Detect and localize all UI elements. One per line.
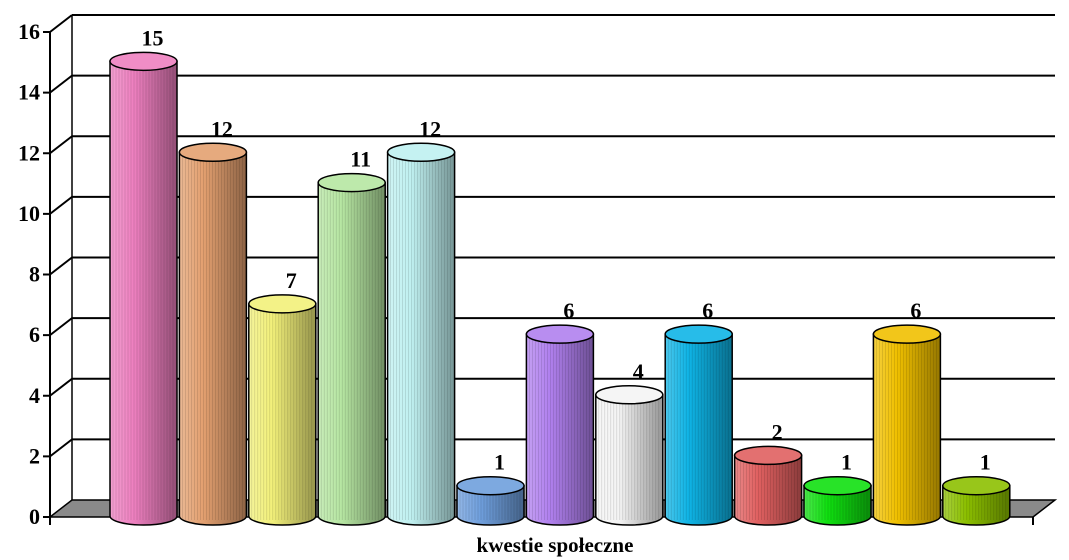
bar <box>872 324 942 526</box>
bar-cap <box>525 324 595 344</box>
bar-texture <box>667 336 729 520</box>
bar-body <box>109 60 178 526</box>
y-tick-labels: 0 2 4 6 8 10 12 14 16 <box>18 19 40 529</box>
gridline-side <box>49 74 73 94</box>
bar <box>317 172 386 526</box>
data-label: 12 <box>419 116 441 141</box>
data-label: 6 <box>910 298 921 323</box>
data-label: 12 <box>211 116 233 141</box>
bar <box>664 324 733 526</box>
bar-body <box>248 303 317 526</box>
bar <box>109 51 178 526</box>
bars <box>109 51 1011 526</box>
gridline-side <box>49 256 73 276</box>
bar-cap <box>109 51 178 72</box>
bar-texture <box>876 336 937 520</box>
bar-texture <box>737 457 798 520</box>
bar-cap <box>178 142 248 162</box>
data-label: 2 <box>772 419 783 444</box>
y-tick-label: 6 <box>29 322 40 347</box>
bar <box>942 475 1011 526</box>
bar-body <box>525 333 595 526</box>
data-label: 4 <box>633 359 644 384</box>
y-tick-label: 0 <box>29 504 40 529</box>
bar-body <box>664 333 733 526</box>
bar-texture <box>598 396 660 520</box>
bar <box>178 142 248 526</box>
bar-texture <box>390 154 451 520</box>
bar-body <box>178 151 248 526</box>
bar <box>733 445 803 526</box>
data-label: 1 <box>841 450 852 475</box>
data-label: 1 <box>980 450 991 475</box>
bar-cap <box>664 324 733 344</box>
bar-texture <box>251 305 313 520</box>
data-label: 7 <box>286 268 297 293</box>
x-axis-title: kwestie społeczne <box>477 533 634 557</box>
bar-body <box>803 484 872 526</box>
bar-body <box>456 484 525 526</box>
data-label: 11 <box>350 147 371 172</box>
bar-body <box>317 181 386 526</box>
bar-cap <box>595 385 664 405</box>
bar-cap <box>317 172 386 193</box>
bar-body <box>386 151 456 526</box>
y-tick-label: 12 <box>18 140 40 165</box>
gridline-side <box>49 317 73 336</box>
axes <box>43 15 1034 525</box>
gridline-side <box>49 438 73 458</box>
bar-cap <box>456 475 525 496</box>
y-tick-label: 4 <box>29 383 40 408</box>
bar <box>456 475 525 526</box>
bar-cap <box>386 142 456 162</box>
gridline-side <box>49 196 73 215</box>
bar <box>248 294 317 526</box>
bar-cap <box>733 445 803 466</box>
bar-body <box>595 394 664 526</box>
data-label: 6 <box>702 298 713 323</box>
bar-texture <box>806 487 868 520</box>
bar <box>386 142 456 526</box>
data-label: 15 <box>142 25 164 50</box>
bar-texture <box>320 184 382 520</box>
bar-body <box>733 454 803 526</box>
gridline-side <box>49 135 73 155</box>
bar-texture <box>182 154 243 520</box>
y-tick-label: 2 <box>29 443 40 468</box>
bar <box>595 385 664 526</box>
bar <box>525 324 595 526</box>
bar-texture <box>529 336 590 520</box>
bar-texture <box>459 487 521 520</box>
data-label: 6 <box>563 298 574 323</box>
bar-cap <box>803 475 872 496</box>
data-label: 1 <box>494 450 505 475</box>
y-tick-label: 16 <box>18 19 40 44</box>
y-tick-label: 14 <box>18 80 40 105</box>
gridline-side <box>49 377 73 397</box>
bar-cap <box>248 294 317 314</box>
bar-body <box>872 333 942 526</box>
data-labels: 15 12 7 11 12 1 6 4 6 2 1 6 1 <box>142 25 991 474</box>
bar <box>803 475 872 526</box>
bar-cap <box>942 475 1011 496</box>
bar-body <box>942 484 1011 526</box>
gridline-side <box>49 14 73 33</box>
y-tick-label: 8 <box>29 262 40 287</box>
bar-cap <box>872 324 942 344</box>
y-tick-label: 10 <box>18 201 40 226</box>
bar-texture <box>112 63 174 520</box>
